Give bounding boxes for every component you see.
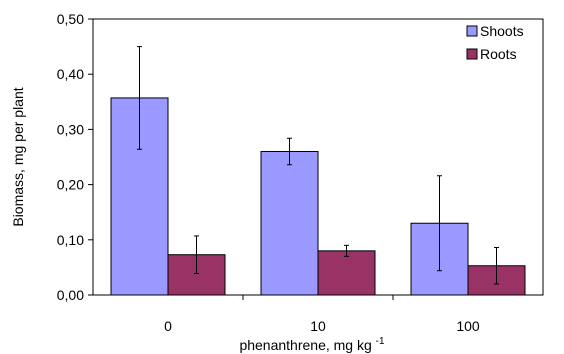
x-axis-label: phenanthrene, mg kg -1 [239,336,385,353]
y-axis-label: Biomass, mg per plant [10,87,26,226]
x-tick-label: 100 [456,318,480,334]
legend-label: Shoots [480,23,524,39]
shoots-bar [260,150,319,296]
legend-label: Roots [480,46,517,62]
x-axis-label-superscript: -1 [376,336,385,347]
y-tick-label: 0,00 [57,287,84,303]
axes-layer: 0,00 0,10 0,20 0,30 0,40 0,50 0 10 100 [57,11,480,334]
legend: Shoots Roots [466,23,524,62]
y-tick-label: 0,20 [57,177,84,193]
x-axis-label-text: phenanthrene, mg kg [239,337,371,353]
y-tick-label: 0,50 [57,11,84,27]
legend-swatch [466,48,478,60]
roots-bar [317,250,376,296]
x-tick-label: 0 [164,318,172,334]
y-tick-label: 0,40 [57,66,84,82]
legend-swatch [466,25,478,37]
x-tick-label: 10 [310,318,326,334]
error-bars-layer [137,46,499,285]
y-tick-label: 0,30 [57,121,84,137]
y-tick-label: 0,10 [57,232,84,248]
